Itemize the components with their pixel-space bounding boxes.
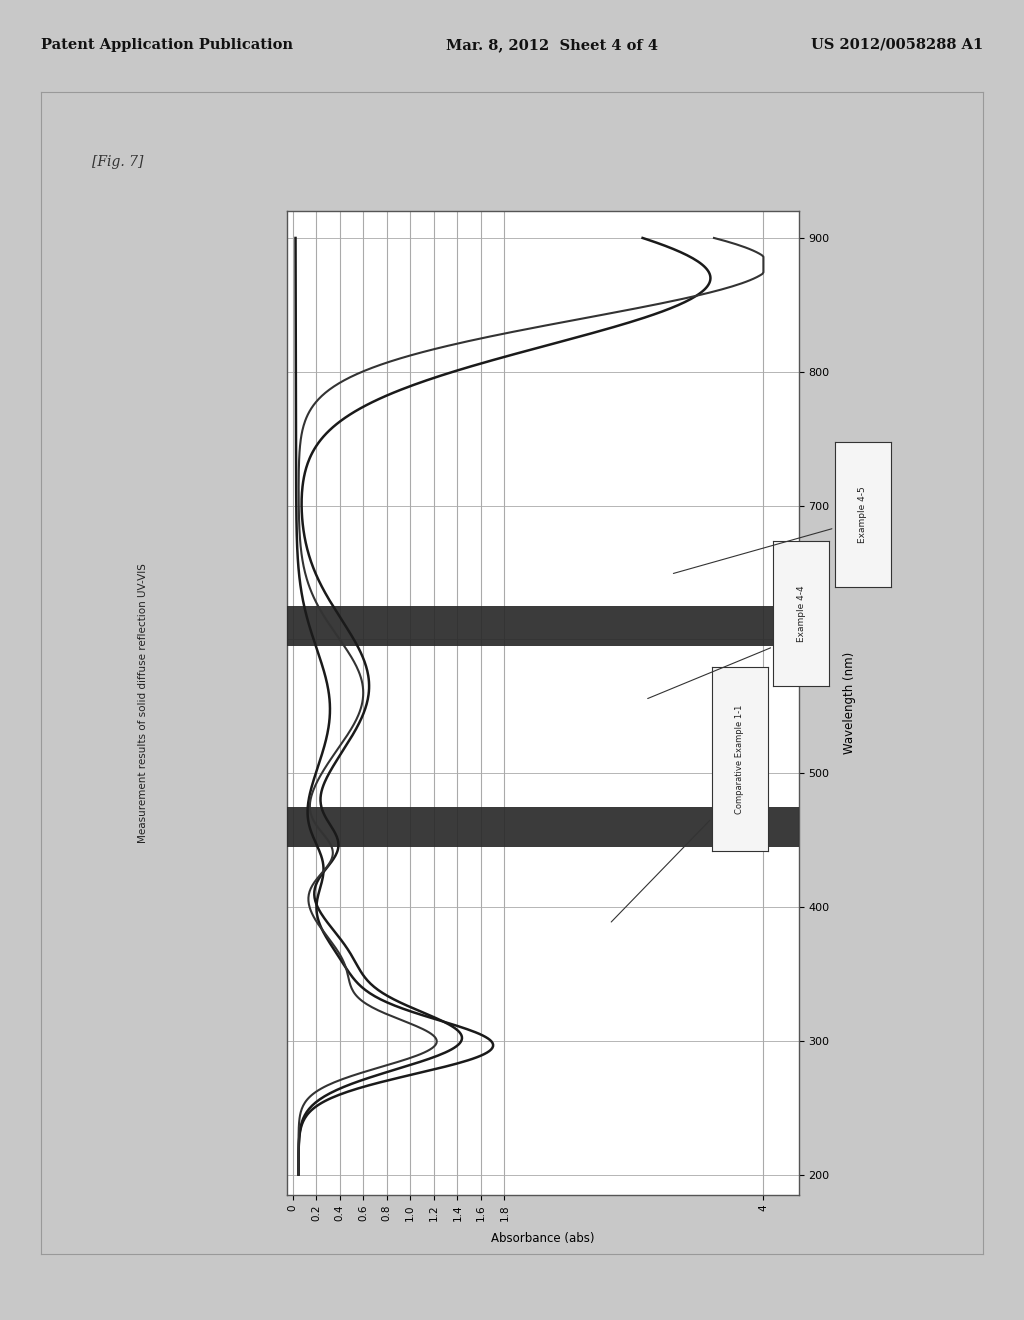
Text: Example 4-4: Example 4-4 [797, 586, 806, 642]
Text: US 2012/0058288 A1: US 2012/0058288 A1 [811, 38, 983, 51]
Text: Comparative Example 1-1: Comparative Example 1-1 [735, 705, 744, 813]
Text: Mar. 8, 2012  Sheet 4 of 4: Mar. 8, 2012 Sheet 4 of 4 [446, 38, 658, 51]
Y-axis label: Wavelength (nm): Wavelength (nm) [844, 652, 856, 754]
Text: Patent Application Publication: Patent Application Publication [41, 38, 293, 51]
Bar [287, 606, 799, 645]
X-axis label: Absorbance (abs): Absorbance (abs) [490, 1232, 595, 1245]
Text: Example 4-5: Example 4-5 [858, 487, 867, 543]
Text: [Fig. 7]: [Fig. 7] [92, 154, 143, 169]
Bar [287, 807, 799, 846]
Text: Measurement results of solid diffuse reflection UV-VIS: Measurement results of solid diffuse ref… [138, 562, 148, 843]
